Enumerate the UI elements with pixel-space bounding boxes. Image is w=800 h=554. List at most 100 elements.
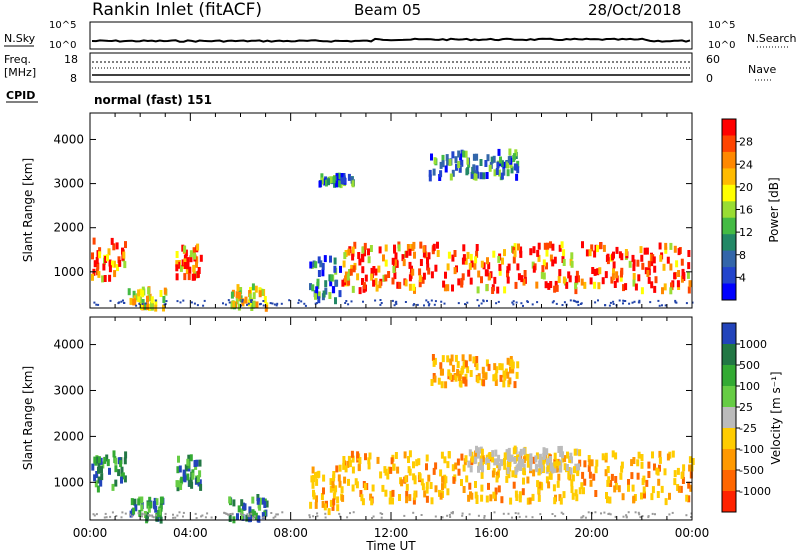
- echo-cell: [606, 479, 610, 487]
- echo-cell: [342, 260, 346, 268]
- echo-cell: [583, 281, 587, 289]
- echo-cell: [430, 153, 433, 161]
- echo-cell: [363, 249, 367, 257]
- echo-cell: [364, 274, 368, 282]
- echo-cell: [91, 463, 95, 471]
- colorbar-tick-label: 100: [739, 380, 760, 393]
- echo-cell: [180, 476, 184, 484]
- scatter-dot: [144, 302, 147, 305]
- echo-cell: [93, 260, 97, 268]
- echo-cell: [193, 273, 196, 281]
- echo-cell: [500, 172, 504, 180]
- echo-cell: [335, 465, 339, 473]
- echo-cell: [192, 264, 196, 272]
- echo-cell: [182, 469, 186, 477]
- echo-cell: [249, 515, 252, 523]
- echo-cell: [415, 459, 419, 467]
- echo-cell: [439, 469, 443, 477]
- echo-cell: [381, 484, 385, 492]
- scatter-dot: [200, 515, 203, 518]
- echo-cell: [673, 470, 677, 478]
- echo-cell: [656, 468, 660, 476]
- echo-cell: [310, 475, 314, 483]
- echo-cell: [404, 279, 408, 287]
- echo-cell: [342, 462, 346, 470]
- echo-cell: [500, 496, 504, 504]
- echo-cell: [243, 503, 247, 511]
- echo-cell: [343, 252, 347, 260]
- echo-cell: [427, 474, 431, 482]
- echo-cell: [576, 467, 580, 474]
- scatter-dot: [594, 511, 597, 514]
- echo-cell: [392, 463, 396, 471]
- scatter-dot: [262, 516, 264, 519]
- echo-cell: [526, 460, 530, 468]
- echo-cell: [469, 465, 473, 473]
- echo-cell: [516, 263, 520, 271]
- echo-cell: [677, 485, 681, 493]
- echo-cell: [456, 361, 460, 368]
- echo-cell: [497, 169, 501, 177]
- echo-cell: [379, 471, 383, 479]
- echo-cell: [317, 291, 321, 299]
- echo-cell: [570, 252, 574, 260]
- echo-cell: [428, 174, 432, 182]
- echo-cell: [485, 172, 489, 179]
- echo-cell: [124, 451, 128, 459]
- echo-cell: [394, 452, 398, 459]
- echo-cell: [112, 450, 116, 458]
- echo-cell: [189, 454, 193, 462]
- echo-cell: [508, 455, 511, 462]
- colorbar-swatch: [722, 407, 736, 429]
- colorbar-tick-label: 16: [739, 204, 753, 217]
- scatter-dot: [608, 304, 611, 307]
- echo-cell: [676, 484, 680, 491]
- scatter-dot: [483, 515, 486, 517]
- echo-cell: [258, 290, 262, 298]
- echo-cell: [451, 254, 455, 262]
- scatter-dot: [452, 511, 454, 514]
- echo-cell: [98, 247, 102, 255]
- scatter-dot: [618, 299, 621, 302]
- echo-cell: [369, 493, 373, 501]
- echo-cell: [141, 286, 145, 294]
- echo-cell: [338, 290, 342, 298]
- echo-cell: [383, 466, 387, 474]
- echo-cell: [349, 268, 353, 276]
- echo-cell: [347, 248, 351, 256]
- echo-cell: [423, 490, 427, 498]
- scatter-dot: [250, 512, 253, 515]
- echo-cell: [198, 470, 202, 478]
- echo-cell: [511, 470, 515, 478]
- echo-cell: [356, 273, 360, 281]
- echo-cell: [461, 257, 465, 265]
- freq-label-1: Freq.: [4, 53, 31, 66]
- scatter-dot: [143, 513, 146, 516]
- scatter-dot: [281, 511, 284, 514]
- echo-cell: [196, 271, 200, 279]
- echo-cell: [263, 296, 267, 303]
- echo-cell: [118, 259, 122, 267]
- echo-cell: [631, 254, 635, 262]
- echo-cell: [150, 296, 154, 304]
- ground-scatter-band: [93, 299, 694, 307]
- echo-cell: [443, 481, 447, 489]
- echo-cell: [375, 284, 379, 292]
- scatter-dot: [95, 513, 98, 516]
- echo-cell: [455, 163, 458, 171]
- echo-cell: [159, 504, 163, 512]
- echo-cell: [449, 358, 453, 366]
- echo-cell: [393, 272, 397, 280]
- echo-cell: [551, 243, 555, 251]
- colorbar-tick-label: 12: [739, 226, 753, 239]
- echo-cell: [319, 260, 323, 268]
- nave-tick-top: 60: [706, 53, 720, 66]
- scatter-dot: [308, 514, 311, 517]
- scatter-dot: [381, 513, 384, 515]
- echo-cell: [451, 151, 455, 159]
- echo-cell: [257, 501, 261, 509]
- echo-cell: [454, 374, 458, 382]
- echo-cell: [469, 253, 473, 261]
- ytick-label: 2000: [53, 429, 84, 443]
- echo-cell: [331, 286, 335, 294]
